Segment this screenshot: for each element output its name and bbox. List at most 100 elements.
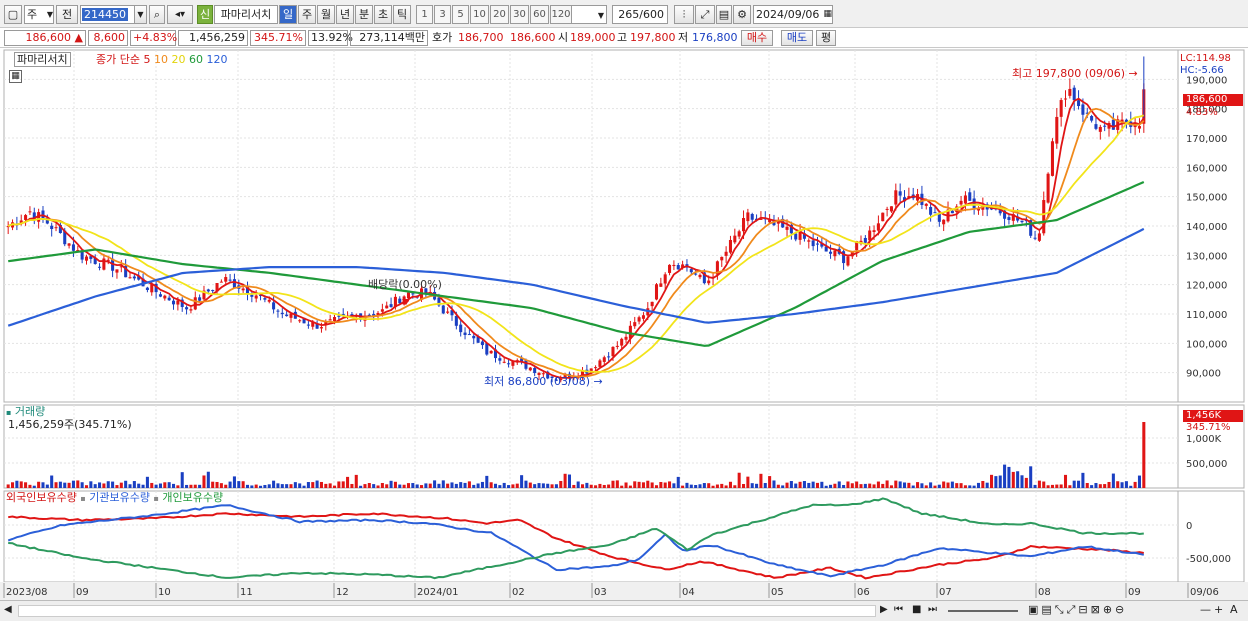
volume-bar [198, 484, 202, 488]
date-input[interactable]: 2024/09/06 ▦ [753, 5, 833, 24]
interval-tab[interactable]: 5 [452, 5, 469, 24]
holding-lines [7, 497, 1145, 580]
period-tab[interactable]: 초 [374, 5, 392, 24]
interval-tab[interactable]: 10 [470, 5, 489, 24]
candle-icon[interactable]: ⫶ [674, 5, 694, 24]
period-tab[interactable]: 분 [355, 5, 373, 24]
code-input[interactable]: 214450 [80, 5, 136, 24]
candle-body [1016, 216, 1020, 221]
candle-body [654, 284, 659, 300]
scroll-left-icon[interactable]: ◀ [4, 604, 12, 615]
candle-body [280, 312, 284, 315]
volume-bar [1103, 484, 1107, 488]
interval-tab[interactable]: 1 [416, 5, 433, 24]
volume-bar [598, 483, 602, 488]
volume-bar [1090, 485, 1094, 488]
volume-bar [459, 482, 463, 488]
buy-button[interactable]: 매수 [741, 30, 773, 46]
y-tick-label: 190,000 [1186, 75, 1227, 86]
volume-bar [6, 484, 10, 488]
interval-custom-select[interactable]: ▼ [571, 5, 607, 24]
search-icon[interactable]: ⌕ [149, 5, 165, 24]
x-tick-label: 2024/01 [417, 587, 459, 598]
type-badge: 신 [197, 5, 213, 24]
prev-button[interactable]: 전 [56, 5, 78, 24]
candle-body [1068, 88, 1072, 96]
zoom-out-icon[interactable]: — [1200, 603, 1211, 616]
candle-body [737, 231, 741, 237]
candle-body [602, 357, 606, 362]
code-dropdown[interactable]: ▼ [134, 5, 147, 24]
volume-bar [511, 484, 515, 488]
volume-bar [71, 480, 75, 488]
volume-bar [894, 480, 898, 488]
interval-tab[interactable]: 3 [434, 5, 451, 24]
candle-body [785, 226, 789, 230]
volume-bar [641, 482, 645, 488]
ma-legend: 종가 단순 5 10 20 60 120 [96, 53, 227, 66]
period-tab[interactable]: 주 [298, 5, 316, 24]
avg-button[interactable]: 평 [816, 30, 836, 46]
volume-bar [863, 483, 867, 488]
candle-body [1090, 116, 1094, 121]
volume-bar [567, 474, 571, 488]
x-tick-label: 11 [240, 587, 253, 598]
volume-current-pct: 345.71% [1186, 422, 1231, 433]
period-tab[interactable]: 년 [336, 5, 354, 24]
volume-bar [876, 481, 880, 488]
zoom-in-icon[interactable]: + [1214, 603, 1224, 616]
volume-bar [250, 485, 254, 488]
zoom-slider[interactable] [948, 610, 1018, 612]
volume-title: ▪ 거래량 [6, 405, 45, 419]
candle-body [132, 276, 136, 279]
candle-body [298, 320, 302, 322]
stop-icon[interactable]: ■ [912, 604, 922, 615]
count-input[interactable]: 265/600 [612, 5, 668, 24]
candle-body [641, 315, 645, 319]
candle-body [541, 373, 545, 375]
candle-body [446, 311, 450, 313]
scroll-right-icon[interactable]: ▶ [880, 604, 888, 615]
ma120-label: 120 [206, 53, 228, 66]
font-size-icon[interactable]: A [1230, 603, 1238, 616]
speaker-icon[interactable]: ◂▾ [167, 5, 193, 24]
period-tab[interactable]: 틱 [393, 5, 411, 24]
gear-icon[interactable]: ⚙ [733, 5, 751, 24]
period-tab[interactable]: 월 [317, 5, 335, 24]
volume-bar [546, 483, 550, 488]
low-note-text: 최저 86,800 (03/08) [484, 375, 591, 388]
volume-bar [350, 483, 354, 488]
volume-bar [528, 482, 532, 488]
last-page-icon[interactable]: ⏭ [928, 604, 937, 615]
sell-button[interactable]: 매도 [781, 30, 813, 46]
period-tab[interactable]: 일 [279, 5, 297, 24]
candle-body [637, 317, 641, 322]
x-tick-label: 04 [682, 587, 695, 598]
volume-bar [359, 485, 363, 488]
window-icon[interactable]: ▢ [4, 5, 22, 24]
interval-tab[interactable]: 30 [510, 5, 529, 24]
candle-body [563, 373, 567, 378]
y-tick-label: 160,000 [1186, 163, 1227, 174]
volume-bar [67, 482, 71, 488]
y-tick-label: 90,000 [1186, 369, 1221, 380]
chart-scrollbar[interactable]: ◀ ▶ ⏮ ■ ⏭ ▣▤⤡⤢⊟⊠⊕⊖ — + A [0, 600, 1248, 621]
volume-bar [98, 482, 102, 488]
save-icon[interactable]: ▤ [716, 5, 732, 24]
interval-tab[interactable]: 20 [490, 5, 509, 24]
volume-bar [328, 483, 332, 488]
calendar-icon: ▦ [823, 9, 832, 19]
market-select[interactable]: 주 ▼ [24, 5, 54, 24]
grid-toggle-icon[interactable]: ▦ [9, 70, 22, 83]
first-page-icon[interactable]: ⏮ [894, 604, 903, 615]
volume-bar [724, 485, 728, 488]
volume-bar [968, 485, 972, 488]
volume-bar [950, 481, 954, 488]
scroll-track[interactable] [18, 605, 876, 617]
volume-bar [137, 483, 141, 488]
interval-tab[interactable]: 60 [530, 5, 549, 24]
tools-icon[interactable]: ▣▤⤡⤢⊟⊠⊕⊖ [1028, 603, 1128, 616]
crosshair-icon[interactable]: ⤢ [695, 5, 715, 24]
volume-bar [711, 485, 715, 488]
